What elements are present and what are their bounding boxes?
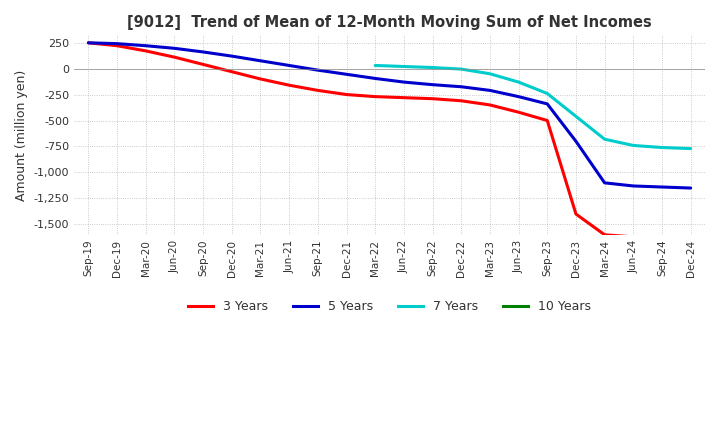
5 Years bbox=[657, 184, 666, 190]
5 Years bbox=[371, 76, 379, 81]
3 Years bbox=[342, 92, 351, 97]
3 Years bbox=[371, 94, 379, 99]
5 Years bbox=[485, 88, 494, 93]
Line: 3 Years: 3 Years bbox=[89, 43, 690, 238]
5 Years bbox=[342, 72, 351, 77]
5 Years bbox=[543, 101, 552, 106]
5 Years bbox=[629, 183, 638, 189]
7 Years bbox=[600, 136, 609, 142]
5 Years bbox=[285, 63, 294, 68]
3 Years bbox=[457, 98, 466, 103]
3 Years bbox=[629, 234, 638, 239]
Title: [9012]  Trend of Mean of 12-Month Moving Sum of Net Incomes: [9012] Trend of Mean of 12-Month Moving … bbox=[127, 15, 652, 30]
7 Years bbox=[485, 71, 494, 77]
Line: 7 Years: 7 Years bbox=[375, 66, 690, 149]
5 Years bbox=[141, 43, 150, 48]
7 Years bbox=[428, 65, 437, 70]
3 Years bbox=[543, 118, 552, 123]
5 Years bbox=[600, 180, 609, 186]
7 Years bbox=[400, 64, 408, 69]
3 Years bbox=[514, 110, 523, 115]
3 Years bbox=[199, 62, 207, 67]
Legend: 3 Years, 5 Years, 7 Years, 10 Years: 3 Years, 5 Years, 7 Years, 10 Years bbox=[183, 295, 596, 318]
5 Years bbox=[84, 40, 93, 45]
5 Years bbox=[313, 67, 322, 73]
7 Years bbox=[657, 145, 666, 150]
3 Years bbox=[84, 40, 93, 45]
7 Years bbox=[629, 143, 638, 148]
5 Years bbox=[457, 84, 466, 89]
7 Years bbox=[457, 66, 466, 72]
5 Years bbox=[400, 80, 408, 85]
3 Years bbox=[285, 83, 294, 88]
5 Years bbox=[514, 94, 523, 99]
7 Years bbox=[514, 80, 523, 85]
3 Years bbox=[170, 55, 179, 60]
5 Years bbox=[228, 54, 236, 59]
3 Years bbox=[256, 76, 265, 81]
7 Years bbox=[572, 114, 580, 119]
5 Years bbox=[113, 41, 122, 46]
3 Years bbox=[657, 235, 666, 241]
3 Years bbox=[228, 69, 236, 74]
5 Years bbox=[686, 185, 695, 191]
5 Years bbox=[428, 82, 437, 87]
5 Years bbox=[199, 49, 207, 55]
3 Years bbox=[400, 95, 408, 100]
7 Years bbox=[686, 146, 695, 151]
Line: 5 Years: 5 Years bbox=[89, 43, 690, 188]
3 Years bbox=[485, 102, 494, 107]
5 Years bbox=[170, 46, 179, 51]
3 Years bbox=[572, 211, 580, 216]
5 Years bbox=[256, 58, 265, 63]
7 Years bbox=[543, 91, 552, 96]
Y-axis label: Amount (million yen): Amount (million yen) bbox=[15, 70, 28, 201]
3 Years bbox=[141, 48, 150, 54]
3 Years bbox=[313, 88, 322, 93]
7 Years bbox=[371, 63, 379, 68]
3 Years bbox=[113, 43, 122, 48]
3 Years bbox=[428, 96, 437, 101]
3 Years bbox=[600, 232, 609, 238]
5 Years bbox=[572, 139, 580, 144]
3 Years bbox=[686, 235, 695, 241]
